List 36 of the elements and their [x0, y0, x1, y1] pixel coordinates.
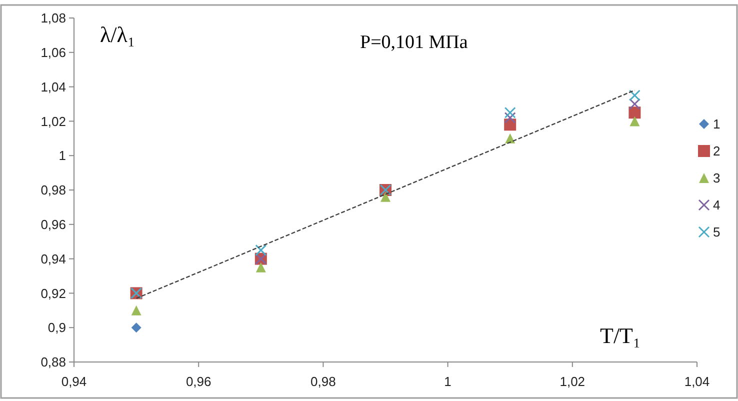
- point: [256, 262, 266, 272]
- point: [131, 305, 142, 316]
- point: [630, 116, 640, 126]
- x-tick-label: 1: [444, 374, 452, 389]
- y-tick-label: 0,94: [40, 251, 66, 266]
- y-tick-label: 1,08: [40, 10, 66, 26]
- point: [628, 98, 640, 110]
- y-tick-label: 1: [58, 148, 66, 164]
- legend-label: 2: [713, 144, 720, 159]
- y-tick-label: 1,06: [40, 44, 66, 60]
- y-tick-label: 0,96: [40, 216, 66, 232]
- x-tick-label: 0,96: [186, 374, 212, 389]
- point: [628, 90, 640, 102]
- legend-label: 4: [713, 198, 720, 213]
- y-tick-label: 1,02: [40, 114, 66, 129]
- point: [504, 106, 516, 118]
- point: [628, 106, 641, 119]
- point: [380, 192, 390, 202]
- x-tick-label: 0,98: [310, 374, 336, 389]
- y-axis-title: λ/λ₁: [100, 22, 136, 47]
- x-axis-title: T/T₁: [600, 323, 641, 348]
- legend-label: 5: [713, 224, 720, 240]
- y-tick-label: 0,9: [48, 320, 66, 336]
- point: [131, 322, 142, 333]
- legend-label: 3: [713, 170, 720, 186]
- text: P=0,101 МПа: [360, 32, 468, 53]
- y-tick-label: 0,98: [40, 182, 66, 198]
- y-tick-label: 0,88: [40, 354, 66, 370]
- x-tick-label: 1,02: [560, 374, 586, 389]
- x-tick-label: 1,04: [684, 374, 710, 389]
- point: [255, 244, 267, 256]
- legend-label: 1: [713, 116, 720, 132]
- point: [504, 112, 516, 124]
- y-tick-label: 0,92: [40, 286, 66, 301]
- x-tick-label: 0,94: [61, 374, 87, 389]
- y-tick-label: 1,04: [40, 79, 66, 94]
